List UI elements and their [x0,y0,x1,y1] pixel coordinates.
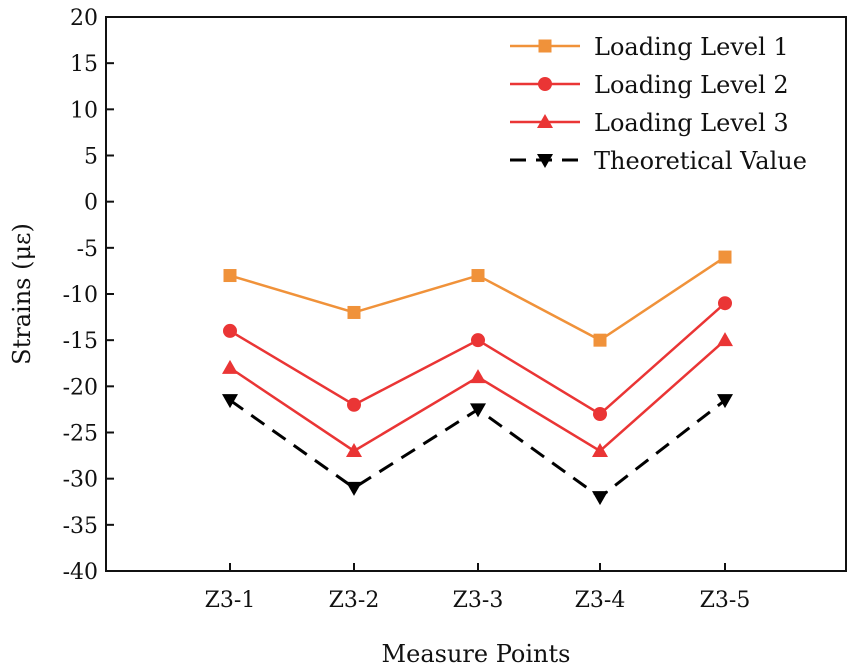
x-axis-title: Measure Points [382,640,571,668]
y-axis: 20 15 10 5 0 -5 -10 -15 -20 -25 -30 -35 -40 [63,6,114,585]
data-point [471,333,485,348]
x-tick-label: Z3-5 [700,588,751,613]
y-tick-label: 15 [70,52,98,77]
legend-label: Theoretical Value [594,147,807,175]
data-point [717,332,733,347]
y-tick-label: -40 [63,560,98,585]
data-point [470,403,486,418]
data-point [718,296,732,311]
y-tick-label: -35 [63,514,98,539]
legend-marker [538,39,552,53]
legend-label: Loading Level 1 [594,33,789,61]
x-tick-label: Z3-3 [453,588,504,613]
legend: Loading Level 1 Loading Level 2 Loading Le… [510,33,807,175]
data-point [592,491,608,506]
legend-marker [538,77,552,91]
data-point [470,369,486,384]
legend-marker [537,114,553,128]
plot-frame [105,16,847,572]
data-point [347,397,361,412]
data-point [346,481,362,496]
series-line [229,302,726,416]
data-point [718,250,732,264]
legend-item: Loading Level 2 [510,71,789,99]
y-tick-label: -15 [63,329,98,354]
series-4 [222,394,733,506]
x-tick-label: Z3-1 [205,588,256,613]
data-point [592,442,608,457]
series-1 [223,250,732,347]
y-tick-label: -20 [63,375,98,400]
data-point [347,305,361,319]
legend-marker [537,154,553,168]
legend-label: Loading Level 2 [594,71,789,99]
data-point [593,333,607,347]
data-point [222,359,238,374]
y-tick-label: -5 [77,237,98,262]
series-3 [222,332,733,457]
data-point [593,407,607,422]
y-tick-label: 0 [84,191,98,216]
legend-item: Loading Level 3 [510,109,789,137]
x-tick-label: Z3-4 [575,588,626,613]
series-2 [223,296,732,422]
legend-item: Loading Level 1 [510,33,789,61]
data-point [717,394,733,409]
y-tick-label: 10 [70,98,98,123]
y-tick-label: 20 [70,6,98,31]
data-point [222,394,238,409]
legend-item: Theoretical Value [510,147,807,175]
series-layer [222,250,733,506]
data-point [223,323,237,338]
series-line [229,339,726,453]
x-tick-label: Z3-2 [329,588,380,613]
x-axis: Z3-1 Z3-2 Z3-3 Z3-4 Z3-5 [205,563,751,613]
y-tick-label: -25 [63,422,98,447]
y-tick-label: -30 [63,468,98,493]
data-point [346,442,362,457]
data-point [223,269,237,283]
y-tick-label: -10 [63,283,98,308]
legend-label: Loading Level 3 [594,109,789,137]
y-tick-label: 5 [84,145,98,170]
y-axis-title: Strains (με) [8,223,36,365]
data-point [471,269,485,283]
